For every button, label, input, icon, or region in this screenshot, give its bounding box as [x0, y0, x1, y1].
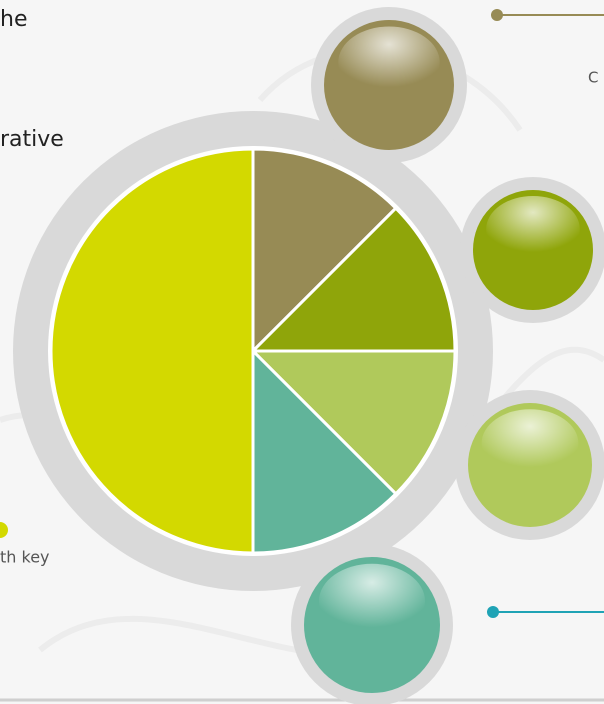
bubble-shine — [338, 26, 440, 98]
annotation: C — [588, 69, 598, 87]
annotation: he — [0, 7, 27, 32]
legend-dot — [0, 522, 8, 538]
slices — [49, 147, 457, 555]
bubble-shine — [481, 409, 579, 478]
annotation: th key — [0, 548, 50, 567]
connector-dot — [491, 9, 503, 21]
annotation: rative — [0, 127, 64, 152]
pie-slice — [249, 349, 457, 496]
pie-slice — [251, 347, 398, 555]
connector-dot — [487, 606, 499, 618]
pie-slice — [249, 206, 457, 353]
pie-slice — [251, 147, 398, 355]
bubble-shine — [486, 196, 580, 262]
bubble-shine — [318, 563, 426, 639]
bubbles — [291, 7, 604, 704]
pie-slice — [49, 147, 255, 555]
